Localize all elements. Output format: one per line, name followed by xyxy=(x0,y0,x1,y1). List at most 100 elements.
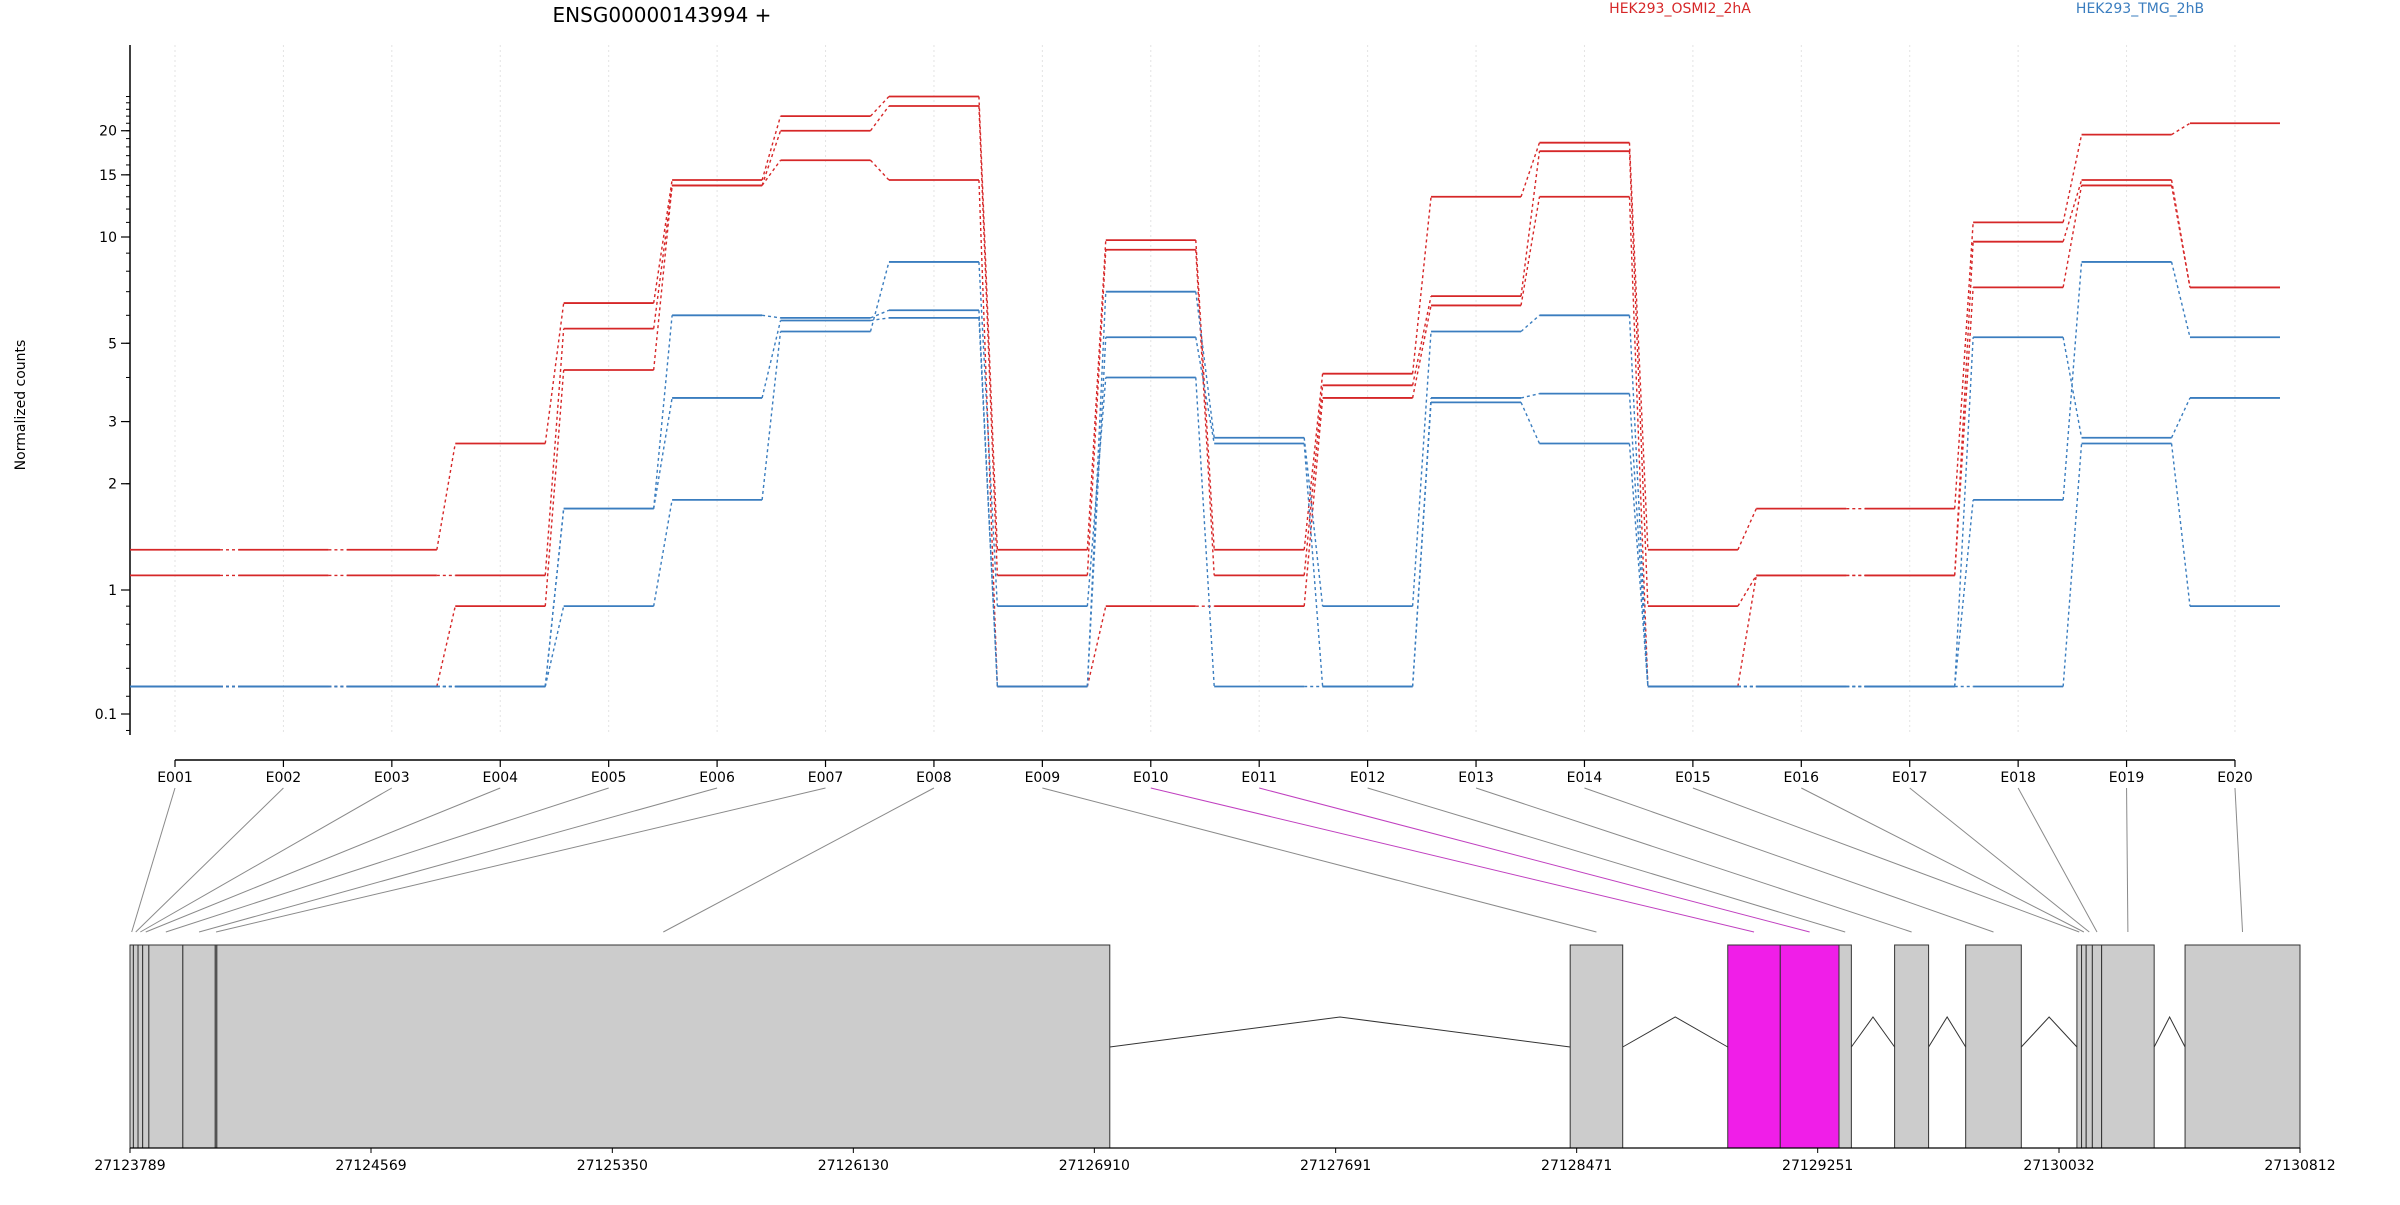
series-4-connector xyxy=(1195,291,1215,438)
series-5 xyxy=(130,261,2280,688)
series-1-connector xyxy=(1737,508,1757,551)
series-4-connector xyxy=(762,314,781,319)
connector-e002 xyxy=(135,787,284,933)
coord-tick-label: 27130812 xyxy=(2264,1158,2335,1174)
series-4-connector xyxy=(652,315,673,509)
series-5-connector xyxy=(652,397,673,509)
series-3-connector xyxy=(544,369,565,607)
x-tick-label-e012: E012 xyxy=(1350,770,1386,786)
series-4-connector xyxy=(1628,315,1649,687)
gene-model xyxy=(129,944,2301,1149)
x-tick-label-e011: E011 xyxy=(1241,770,1277,786)
exon-block-e008 xyxy=(216,944,1111,1149)
coord-tick-label: 27125350 xyxy=(577,1158,648,1174)
series-2-connector xyxy=(978,105,999,576)
connector-e009 xyxy=(1042,787,1597,933)
series-1-connector xyxy=(436,443,456,550)
exon-block-e012 xyxy=(1838,944,1852,1149)
coord-tick-label: 27129251 xyxy=(1782,1158,1853,1174)
series-3-connector xyxy=(870,159,890,181)
coordinate-axis: 27123789 27124569 27125350 27126130 27126910… xyxy=(94,1148,2336,1174)
series-4 xyxy=(130,290,2280,688)
intron-line xyxy=(1850,1016,1896,1048)
exon-block-e003 xyxy=(137,944,144,1149)
series-2-connector xyxy=(869,105,890,132)
x-tick-label-e007: E007 xyxy=(808,770,844,786)
series-5-connector xyxy=(2062,261,2083,500)
x-tick-label-e008: E008 xyxy=(916,770,952,786)
series-1-connector xyxy=(652,179,673,304)
x-tick-label-e003: E003 xyxy=(374,770,410,786)
connector-e016 xyxy=(1801,787,2085,933)
series-1-connector xyxy=(870,96,890,117)
x-tick-label-e016: E016 xyxy=(1784,770,1820,786)
series-3-connector xyxy=(436,605,456,687)
coord-tick-label: 27130032 xyxy=(2023,1158,2094,1174)
x-tick-label-e020: E020 xyxy=(2217,770,2253,786)
series-2-connector xyxy=(1195,249,1215,576)
coord-tick-label: 27123789 xyxy=(94,1158,165,1174)
y-axis-label: Normalized counts xyxy=(13,340,29,471)
series-6-connector xyxy=(869,261,890,332)
exon-block-e002 xyxy=(132,944,139,1149)
chart-title: ENSG00000143994 + xyxy=(553,3,772,27)
connector-e012 xyxy=(1367,787,1846,933)
exon-block-e004 xyxy=(142,944,150,1149)
series-3-connector xyxy=(1303,397,1324,607)
series-1 xyxy=(130,95,2280,551)
connector-e018 xyxy=(2017,787,2098,933)
intron-line xyxy=(2020,1016,2078,1048)
exon-block-e010 xyxy=(1727,944,1781,1149)
exon-block-e018 xyxy=(2091,944,2103,1149)
series-1-connector xyxy=(978,96,999,550)
x-tick-label-e014: E014 xyxy=(1567,770,1603,786)
y-tick-label: 1 xyxy=(108,583,117,599)
series-2-connector xyxy=(2062,179,2083,242)
series-3-connector xyxy=(1411,305,1432,399)
series-2-connector xyxy=(761,130,782,186)
connector-e013 xyxy=(1475,787,1912,933)
series-2-connector xyxy=(1628,151,1649,607)
series-6-connector xyxy=(2062,443,2083,687)
series-6-connector xyxy=(2170,443,2191,607)
intron-line xyxy=(1109,1016,1571,1048)
exon-block-e009 xyxy=(1569,944,1624,1149)
series-5-connector xyxy=(1628,393,1649,687)
connector-e011 xyxy=(1259,787,1810,933)
x-tick-label-e019: E019 xyxy=(2109,770,2145,786)
y-tick-label: 0.1 xyxy=(95,707,117,723)
x-tick-label-e010: E010 xyxy=(1133,770,1169,786)
x-axis: E001 E002 E003 E004 E005 E006 E007 E008 E009 E010… xyxy=(157,759,2253,786)
series-3-connector xyxy=(652,185,673,371)
series-2-connector xyxy=(1086,249,1107,576)
series-5-connector xyxy=(1520,392,1540,399)
intron-line xyxy=(1928,1016,1967,1048)
coord-tick-label: 27126130 xyxy=(818,1158,889,1174)
series-4-connector xyxy=(1520,314,1540,332)
exon-block-e013 xyxy=(1894,944,1930,1149)
connector-e001 xyxy=(131,787,176,933)
series-4-connector xyxy=(1954,337,1974,687)
series-5-connector xyxy=(1303,443,1324,687)
y-axis: 0.1 1 2 3 5 10 15 20 xyxy=(95,45,131,735)
series-6-connector xyxy=(1628,443,1649,687)
series-5-connector xyxy=(1086,337,1107,687)
x-tick-label-e015: E015 xyxy=(1675,770,1711,786)
connector-e014 xyxy=(1584,787,1994,933)
connector-e008 xyxy=(663,787,935,933)
connector-e020 xyxy=(2234,787,2244,933)
series-1-connector xyxy=(1628,142,1649,550)
series-lines xyxy=(130,95,2280,688)
series-1-connector xyxy=(761,115,782,181)
connector-e019 xyxy=(2126,787,2129,933)
legend-group-2: HEK293_TMG_2hB xyxy=(2076,1,2204,17)
x-tick-label-e004: E004 xyxy=(482,770,518,786)
coord-tick-label: 27124569 xyxy=(335,1158,406,1174)
series-2-connector xyxy=(1303,385,1324,576)
series-3-connector xyxy=(761,159,782,186)
series-1-connector xyxy=(2062,134,2083,223)
connector-e004 xyxy=(145,787,501,933)
y-tick-label: 2 xyxy=(108,477,117,493)
